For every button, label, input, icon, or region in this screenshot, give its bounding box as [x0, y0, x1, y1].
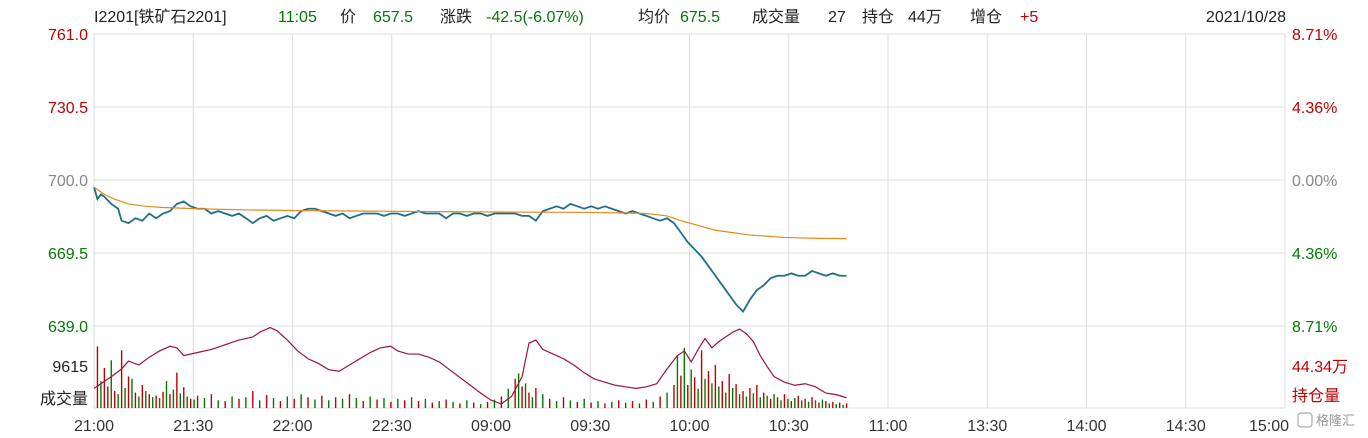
oi-max-label: 44.34万: [1292, 359, 1348, 376]
volume-max-label: 9615: [52, 359, 88, 376]
contract-name: I2201[铁矿石2201]: [94, 8, 227, 26]
volume-bars: [96, 346, 848, 408]
x-tick-label: 11:00: [869, 418, 908, 435]
x-tick-label: 13:30: [967, 418, 1007, 435]
watermark: 格隆汇: [1297, 412, 1355, 428]
watermark-text: 格隆汇: [1316, 413, 1355, 428]
average-price-line: [93, 186, 847, 240]
x-axis: 21:00 21:30 22:00 22:30 09:00 09:30 10:00 10:30…: [74, 418, 1289, 435]
y-axis-left: 761.0 730.5 700.0 669.5 639.0: [48, 27, 88, 336]
y-left-tick-label: 700.0: [48, 173, 88, 190]
open-interest-line: [93, 326, 847, 405]
x-tick-label: 15:00: [1249, 418, 1289, 435]
volume-axis-label: 成交量: [40, 390, 88, 408]
y-right-tick-label: 0.00%: [1292, 173, 1337, 190]
y-axis-right: 8.71% 4.36% 0.00% 4.36% 8.71%: [1292, 27, 1337, 336]
y-right-tick-label: 8.71%: [1292, 319, 1337, 336]
x-tick-label: 22:00: [272, 418, 312, 435]
x-tick-label: 09:30: [570, 418, 610, 435]
header-bar: I2201[铁矿石2201] 11:05 价 657.5 涨跌 -42.5(-6…: [94, 8, 1286, 26]
volume-panel-labels: 9615 成交量 44.34万 持仓量: [40, 359, 1348, 408]
x-tick-label: 21:30: [173, 418, 213, 435]
price-label: 价: [340, 9, 356, 26]
x-tick-label: 14:00: [1066, 418, 1106, 435]
x-tick-label: 10:00: [669, 418, 709, 435]
avg-label: 均价: [638, 8, 670, 26]
x-tick-label: 10:30: [769, 418, 809, 435]
last-price: 657.5: [373, 9, 413, 26]
x-tick-label: 22:30: [372, 418, 412, 435]
chart-date: 2021/10/28: [1206, 9, 1286, 26]
oi-change-label: 增仓: [970, 8, 1002, 26]
y-left-tick-label: 669.5: [48, 246, 88, 263]
price-change: -42.5(-6.07%): [486, 9, 584, 26]
x-tick-label: 09:00: [471, 418, 511, 435]
x-tick-label: 14:30: [1166, 418, 1206, 435]
change-label: 涨跌: [440, 8, 472, 26]
y-left-tick-label: 730.5: [48, 100, 88, 117]
open-interest-value: 44万: [908, 9, 942, 26]
y-right-tick-label: 4.36%: [1292, 100, 1337, 117]
y-left-tick-label: 639.0: [48, 319, 88, 336]
price-line: [93, 186, 847, 314]
volume-label: 成交量: [752, 8, 800, 26]
open-interest-label: 持仓: [862, 8, 894, 26]
grid: [93, 33, 1286, 409]
y-right-tick-label: 4.36%: [1292, 246, 1337, 263]
avg-price: 675.5: [680, 9, 720, 26]
x-tick-label: 21:00: [74, 418, 114, 435]
series-lines: [93, 186, 847, 405]
oi-change-value: +5: [1020, 9, 1038, 26]
y-left-tick-label: 761.0: [48, 27, 88, 44]
header-time: 11:05: [278, 9, 317, 26]
oi-axis-label: 持仓量: [1292, 387, 1340, 405]
y-right-tick-label: 8.71%: [1292, 27, 1337, 44]
watermark-logo-icon: [1297, 412, 1313, 428]
volume-value: 27: [828, 9, 846, 26]
